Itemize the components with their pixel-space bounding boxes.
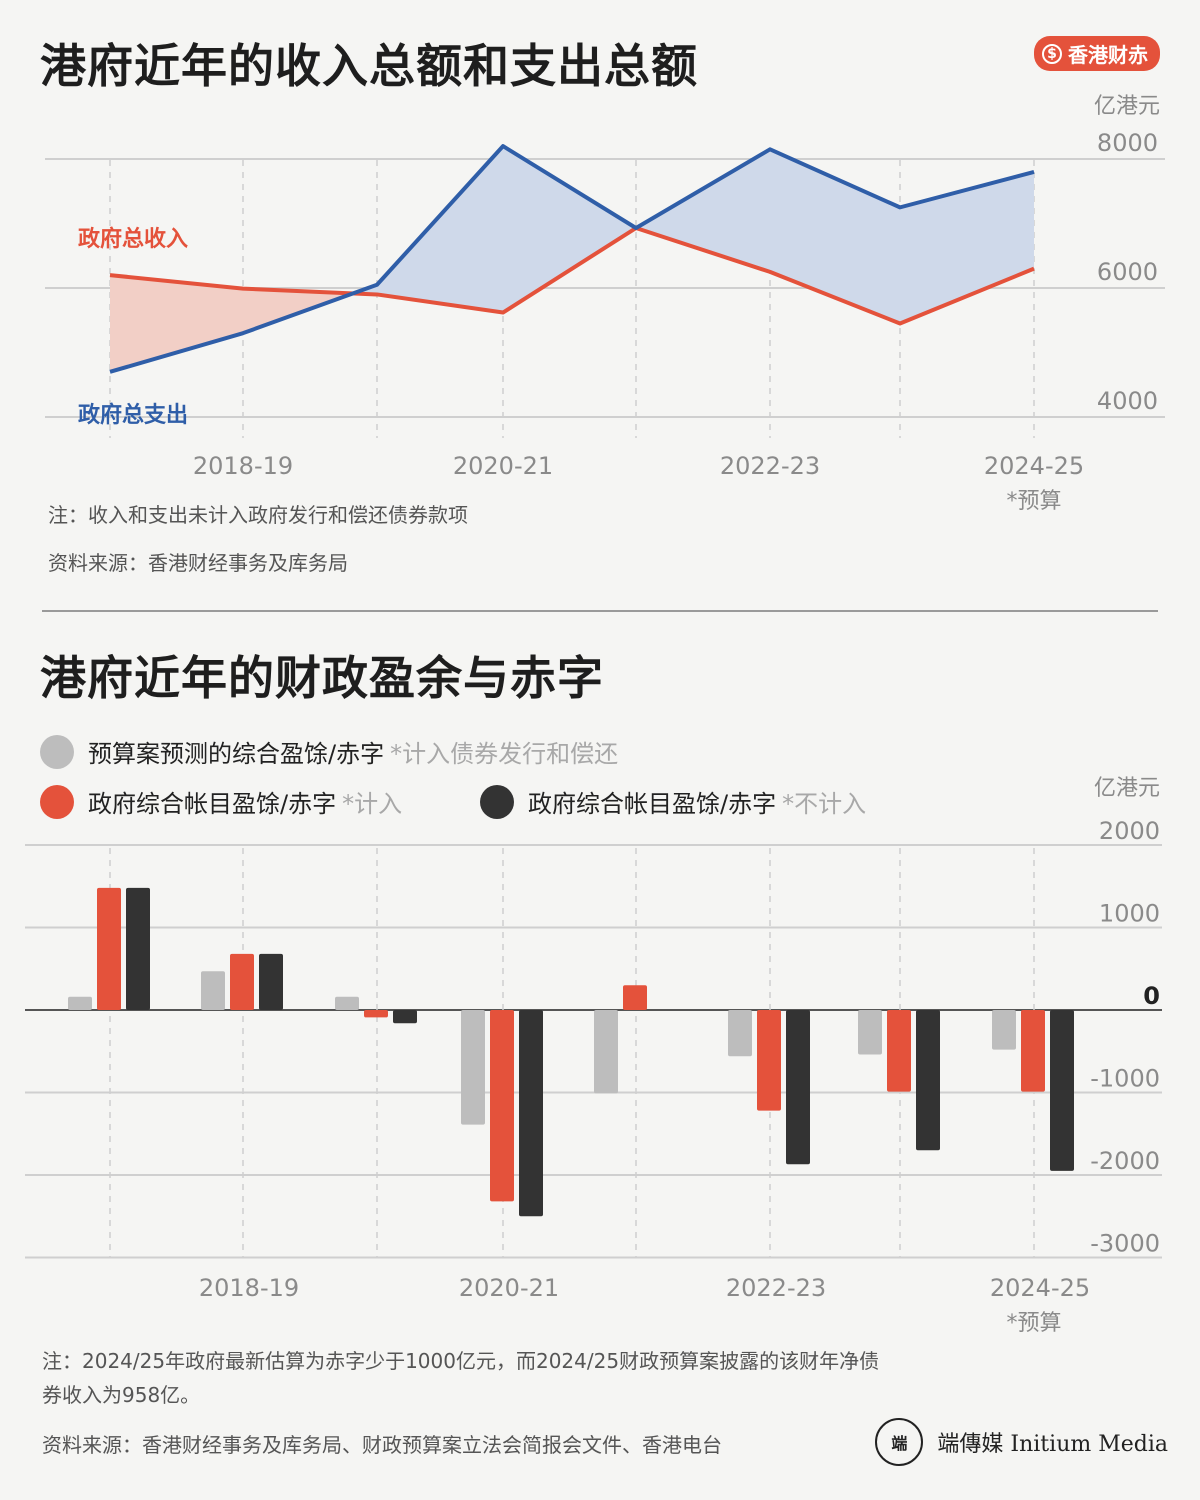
bar-budget-forecast xyxy=(594,1010,618,1094)
logo-mark: 端 xyxy=(875,1418,924,1466)
chart1-source: 资料来源：香港财经事务及库务局 xyxy=(48,551,348,575)
bar-with-bonds xyxy=(887,1010,911,1092)
x-tick-label: 2024-25 xyxy=(990,1274,1090,1302)
x-tick-label: 2020-21 xyxy=(459,1274,559,1302)
bar-without-bonds xyxy=(786,1010,810,1165)
bar-budget-forecast xyxy=(68,996,92,1010)
bar-budget-forecast xyxy=(992,1010,1016,1050)
bar-without-bonds xyxy=(126,887,150,1010)
bar-budget-forecast xyxy=(201,971,225,1010)
chart2-unit: 亿港元 xyxy=(1093,776,1160,801)
bar-without-bonds xyxy=(259,953,283,1010)
x-sublabel: *预算 xyxy=(1006,489,1061,514)
x-tick-label: 2024-25 xyxy=(984,452,1084,480)
x-tick-label: 2018-19 xyxy=(199,1274,299,1302)
x-tick-label: 2020-21 xyxy=(453,452,553,480)
bar-budget-forecast xyxy=(461,1010,485,1125)
bar-without-bonds xyxy=(393,1010,417,1024)
x-tick-label: 2018-19 xyxy=(193,452,293,480)
deficit-area xyxy=(636,149,770,272)
section-divider xyxy=(42,610,1158,612)
y-tick-label: 1000 xyxy=(1099,900,1160,928)
legend-label: 预算案预测的综合盈馀/赤字 xyxy=(88,740,385,768)
bar-without-bonds xyxy=(519,1010,543,1217)
chart1-note: 注：收入和支出未计入政府发行和偿还债券款项 xyxy=(48,503,468,527)
y-tick-label: -2000 xyxy=(1090,1147,1160,1175)
legend-label: 政府综合帐目盈馀/赤字 xyxy=(88,790,337,818)
y-tick-label: 8000 xyxy=(1097,129,1158,157)
surplus-area xyxy=(110,275,243,372)
y-tick-label: 2000 xyxy=(1099,817,1160,845)
y-tick-label: -1000 xyxy=(1090,1065,1160,1093)
y-tick-label: 0 xyxy=(1143,982,1160,1010)
deficit-area xyxy=(377,146,503,313)
bar-without-bonds xyxy=(1050,1010,1074,1171)
legend-note: *不计入 xyxy=(782,790,867,818)
bar-with-bonds xyxy=(1021,1010,1045,1092)
income-line xyxy=(109,226,1035,326)
chart2-source: 资料来源：香港财经事务及库务局、财政预算案立法会简报会文件、香港电台 xyxy=(42,1433,722,1457)
chart1-title: 港府近年的收入总额和支出总额 xyxy=(40,39,698,93)
bar-with-bonds xyxy=(97,887,121,1010)
bar-budget-forecast xyxy=(728,1010,752,1057)
x-tick-label: 2022-23 xyxy=(720,452,820,480)
dollar-icon: $ xyxy=(1042,43,1062,64)
series-label-expenditure: 政府总支出 xyxy=(78,402,188,428)
y-tick-label: 4000 xyxy=(1097,387,1158,415)
legend-note: *计入 xyxy=(342,790,403,818)
chart1-unit: 亿港元 xyxy=(1093,94,1160,119)
chart2-note: 注：2024/25年政府最新估算为赤字少于1000亿元，而2024/25财政预算… xyxy=(42,1349,880,1407)
legend-swatch-grey xyxy=(40,734,74,769)
legend-swatch-dark xyxy=(480,784,514,819)
deficit-area xyxy=(900,171,1034,324)
legend-item-without-bonds: 政府综合帐目盈馀/赤字 *不计入 xyxy=(480,784,866,819)
legend-note: *计入债券发行和偿还 xyxy=(390,740,619,768)
bar-with-bonds xyxy=(230,953,254,1010)
y-tick-label: -3000 xyxy=(1090,1230,1160,1258)
logo-text: 端傳媒 Initium Media xyxy=(937,1432,1168,1457)
y-tick-label: 6000 xyxy=(1097,258,1158,286)
legend-item-with-bonds: 政府综合帐目盈馀/赤字 *计入 xyxy=(40,784,402,819)
x-sublabel: *预算 xyxy=(1006,1311,1061,1336)
legend-swatch-red xyxy=(40,784,74,819)
legend-item-budget: 预算案预测的综合盈馀/赤字 *计入债券发行和偿还 xyxy=(40,734,618,769)
expenditure-line xyxy=(109,144,1035,374)
chart2-title: 港府近年的财政盈余与赤字 xyxy=(40,651,604,705)
initium-logo: 端 端傳媒 Initium Media xyxy=(875,1418,1168,1466)
brand-tag: 香港财赤 xyxy=(1068,43,1148,67)
deficit-area xyxy=(503,146,636,313)
bar-with-bonds xyxy=(490,1010,514,1202)
brand-badge: $ 香港财赤 xyxy=(1034,36,1160,71)
legend-label: 政府综合帐目盈馀/赤字 xyxy=(528,790,777,818)
x-tick-label: 2022-23 xyxy=(726,1274,826,1302)
series-label-income: 政府总收入 xyxy=(78,226,188,252)
bar-budget-forecast xyxy=(335,996,359,1010)
bar-with-bonds xyxy=(757,1010,781,1111)
bar-with-bonds xyxy=(364,1010,388,1018)
bar-budget-forecast xyxy=(858,1010,882,1055)
bar-without-bonds xyxy=(916,1010,940,1151)
surplus-deficit-chart: 2000 1000 0 -1000 -2000 -3000 2018-19 2020-21 20… xyxy=(25,817,1162,1336)
bar-with-bonds xyxy=(623,985,647,1010)
